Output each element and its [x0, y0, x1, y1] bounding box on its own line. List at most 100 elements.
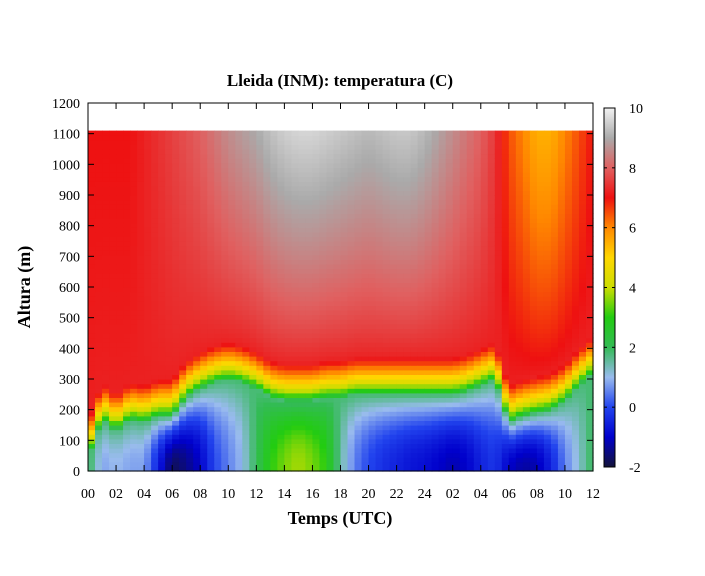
heatmap-cell [361, 287, 370, 293]
heatmap-cell [312, 181, 321, 187]
heatmap-cell [410, 241, 419, 247]
heatmap-cell [319, 241, 328, 247]
heatmap-cell [340, 420, 349, 426]
heatmap-cell [214, 351, 222, 357]
heatmap-cell [347, 360, 356, 366]
heatmap-cell [291, 204, 300, 210]
heatmap-cell [326, 167, 335, 173]
heatmap-cell [137, 264, 145, 270]
heatmap-cell [277, 149, 285, 155]
heatmap-cell [270, 227, 278, 233]
heatmap-cell [536, 250, 545, 256]
heatmap-cell [403, 328, 412, 334]
heatmap-cell [256, 402, 264, 408]
heatmap-cell [109, 406, 117, 412]
heatmap-cell [459, 259, 468, 265]
heatmap-cell [403, 305, 412, 311]
heatmap-cell [158, 213, 166, 219]
heatmap-cell [487, 250, 496, 256]
heatmap-cell [200, 273, 208, 279]
heatmap-cell [550, 158, 559, 164]
heatmap-cell [466, 149, 475, 155]
heatmap-cell [221, 356, 229, 362]
heatmap-cell [396, 333, 405, 339]
heatmap-cell [186, 351, 194, 357]
heatmap-cell [256, 259, 264, 265]
heatmap-cell [354, 227, 363, 233]
heatmap-cell [424, 425, 433, 431]
heatmap-cell [361, 342, 370, 348]
heatmap-cell [137, 379, 145, 385]
heatmap-cell [396, 153, 405, 159]
heatmap-cell [116, 176, 124, 182]
heatmap-cell [172, 167, 180, 173]
heatmap-cell [396, 434, 405, 440]
heatmap-cell [123, 300, 131, 306]
heatmap-cell [165, 208, 173, 214]
heatmap-cell [158, 199, 166, 205]
heatmap-cell [284, 139, 292, 145]
heatmap-cell [487, 305, 496, 311]
heatmap-cell [88, 176, 96, 182]
heatmap-cell [179, 231, 187, 237]
heatmap-cell [340, 222, 349, 228]
heatmap-cell [137, 204, 145, 210]
heatmap-cell [375, 310, 384, 316]
heatmap-cell [501, 195, 510, 201]
heatmap-cell [235, 176, 243, 182]
heatmap-cell [158, 287, 166, 293]
heatmap-cell [536, 342, 545, 348]
heatmap-cell [109, 208, 117, 214]
heatmap-cell [186, 130, 194, 136]
heatmap-cell [193, 452, 201, 458]
heatmap-cell [305, 130, 314, 136]
heatmap-cell [109, 420, 117, 426]
heatmap-cell [305, 218, 314, 224]
heatmap-cell [473, 250, 482, 256]
heatmap-cell [445, 310, 454, 316]
heatmap-cell [515, 185, 524, 191]
heatmap-cell [207, 218, 215, 224]
heatmap-cell [109, 149, 117, 155]
heatmap-cell [270, 342, 278, 348]
heatmap-cell [235, 397, 243, 403]
heatmap-cell [249, 402, 257, 408]
heatmap-cell [228, 452, 236, 458]
heatmap-cell [200, 406, 208, 412]
heatmap-cell [550, 264, 559, 270]
heatmap-cell [452, 268, 461, 274]
heatmap-cell [522, 388, 531, 394]
heatmap-cell [459, 167, 468, 173]
heatmap-cell [130, 153, 138, 159]
heatmap-cell [214, 241, 222, 247]
heatmap-cell [410, 231, 419, 237]
heatmap-cell [424, 351, 433, 357]
heatmap-cell [123, 388, 131, 394]
heatmap-cell [319, 144, 328, 150]
heatmap-cell [368, 383, 377, 389]
heatmap-cell [172, 333, 180, 339]
heatmap-cell [200, 369, 208, 375]
heatmap-cell [340, 328, 349, 334]
heatmap-cell [382, 208, 391, 214]
heatmap-cell [515, 213, 524, 219]
heatmap-cell [508, 457, 517, 463]
heatmap-cell [347, 323, 356, 329]
heatmap-cell [130, 402, 138, 408]
heatmap-cell [249, 208, 257, 214]
heatmap-cell [312, 305, 321, 311]
heatmap-cell [242, 323, 250, 329]
heatmap-cell [179, 402, 187, 408]
heatmap-cell [263, 236, 271, 242]
heatmap-cell [333, 420, 342, 426]
heatmap-cell [186, 296, 194, 302]
heatmap-cell [445, 162, 454, 168]
heatmap-cell [235, 425, 243, 431]
heatmap-cell [494, 245, 503, 251]
heatmap-cell [179, 448, 187, 454]
heatmap-cell [417, 199, 426, 205]
heatmap-cell [284, 199, 292, 205]
heatmap-cell [256, 429, 264, 435]
heatmap-cell [508, 328, 517, 334]
heatmap-cell [445, 176, 454, 182]
